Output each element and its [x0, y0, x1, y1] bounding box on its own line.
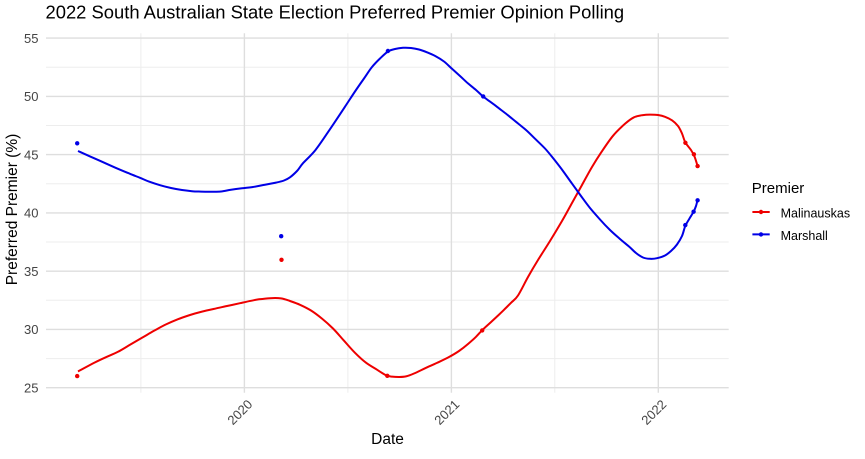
svg-text:Marshall: Marshall [781, 229, 828, 243]
svg-text:Date: Date [371, 431, 404, 448]
svg-text:Preferred Premier (%): Preferred Premier (%) [4, 134, 21, 286]
svg-text:50: 50 [24, 89, 38, 104]
svg-text:45: 45 [24, 147, 38, 162]
svg-text:Premier: Premier [752, 180, 805, 197]
svg-text:55: 55 [24, 31, 38, 46]
svg-text:25: 25 [24, 380, 38, 395]
svg-text:35: 35 [24, 264, 38, 279]
svg-text:30: 30 [24, 322, 38, 337]
svg-text:2022 South Australian State El: 2022 South Australian State Election Pre… [46, 2, 625, 23]
svg-text:Malinauskas: Malinauskas [781, 207, 850, 221]
svg-text:40: 40 [24, 206, 38, 221]
